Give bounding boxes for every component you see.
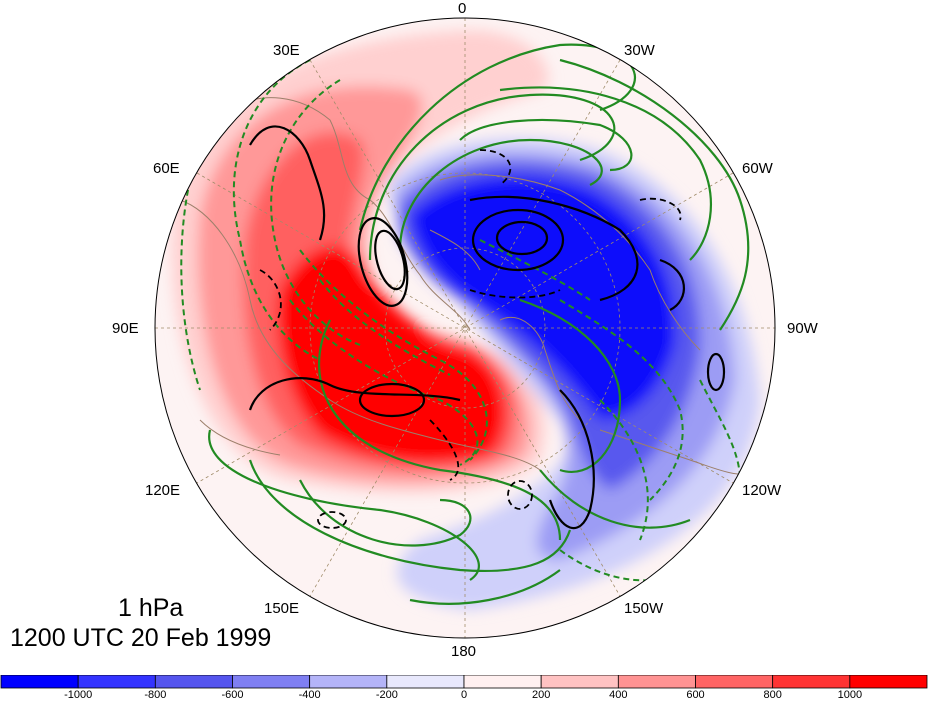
green-dashed-contours xyxy=(180,59,741,582)
colorbar-tick-label: -600 xyxy=(221,689,244,701)
colorbar-tick-label: 200 xyxy=(531,689,551,701)
colorbar-tick-label: 400 xyxy=(609,689,628,701)
colorbar-box xyxy=(0,675,79,689)
colorbar-tick-label: 1000 xyxy=(837,689,863,701)
datetime-title: 1200 UTC 20 Feb 1999 xyxy=(10,624,272,652)
graticule xyxy=(155,18,775,638)
colorbar-box xyxy=(154,675,233,689)
lon-label-0: 0 xyxy=(458,0,467,17)
colorbar-box xyxy=(232,675,311,689)
black-contours xyxy=(248,125,726,530)
map-boundary xyxy=(154,17,776,639)
pressure-level-title: 1 hPa xyxy=(118,594,184,622)
colorbar-tick-label: 800 xyxy=(763,689,782,701)
colorbar-tick-label: -200 xyxy=(375,689,398,701)
colorbar-box xyxy=(695,675,774,689)
colorbar-box xyxy=(77,675,156,689)
colorbar-box xyxy=(772,675,851,689)
lon-label-180: 180 xyxy=(451,643,477,660)
colorbar-tick-label: -400 xyxy=(298,689,321,701)
lon-label-30w: 30W xyxy=(624,42,655,59)
green-contours xyxy=(208,43,750,605)
black-dashed-contours xyxy=(259,149,682,529)
colorbar-box xyxy=(540,675,619,689)
lon-label-60w: 60W xyxy=(742,160,773,177)
colorbar-tick-label: 0 xyxy=(460,689,468,701)
lon-label-150w: 150W xyxy=(624,600,664,617)
lon-label-120w: 120W xyxy=(742,482,782,499)
colorbar-tick-label: 600 xyxy=(686,689,705,701)
colorbar-box xyxy=(386,675,465,689)
lon-label-60e: 60E xyxy=(153,160,180,177)
colorbar-box xyxy=(617,675,696,689)
lon-label-90w: 90W xyxy=(787,320,818,337)
colorbar-tick-label: -800 xyxy=(144,689,167,701)
lon-label-30e: 30E xyxy=(273,42,300,59)
colorbar-tick-label: -1000 xyxy=(64,689,93,701)
lon-label-120e: 120E xyxy=(145,482,181,499)
colorbar-box xyxy=(849,675,928,689)
colorbar-box xyxy=(463,675,542,689)
colorbar xyxy=(0,675,928,689)
lon-label-90e: 90E xyxy=(112,320,139,337)
lon-label-150e: 150E xyxy=(264,600,300,617)
colorbar-box xyxy=(309,675,388,689)
